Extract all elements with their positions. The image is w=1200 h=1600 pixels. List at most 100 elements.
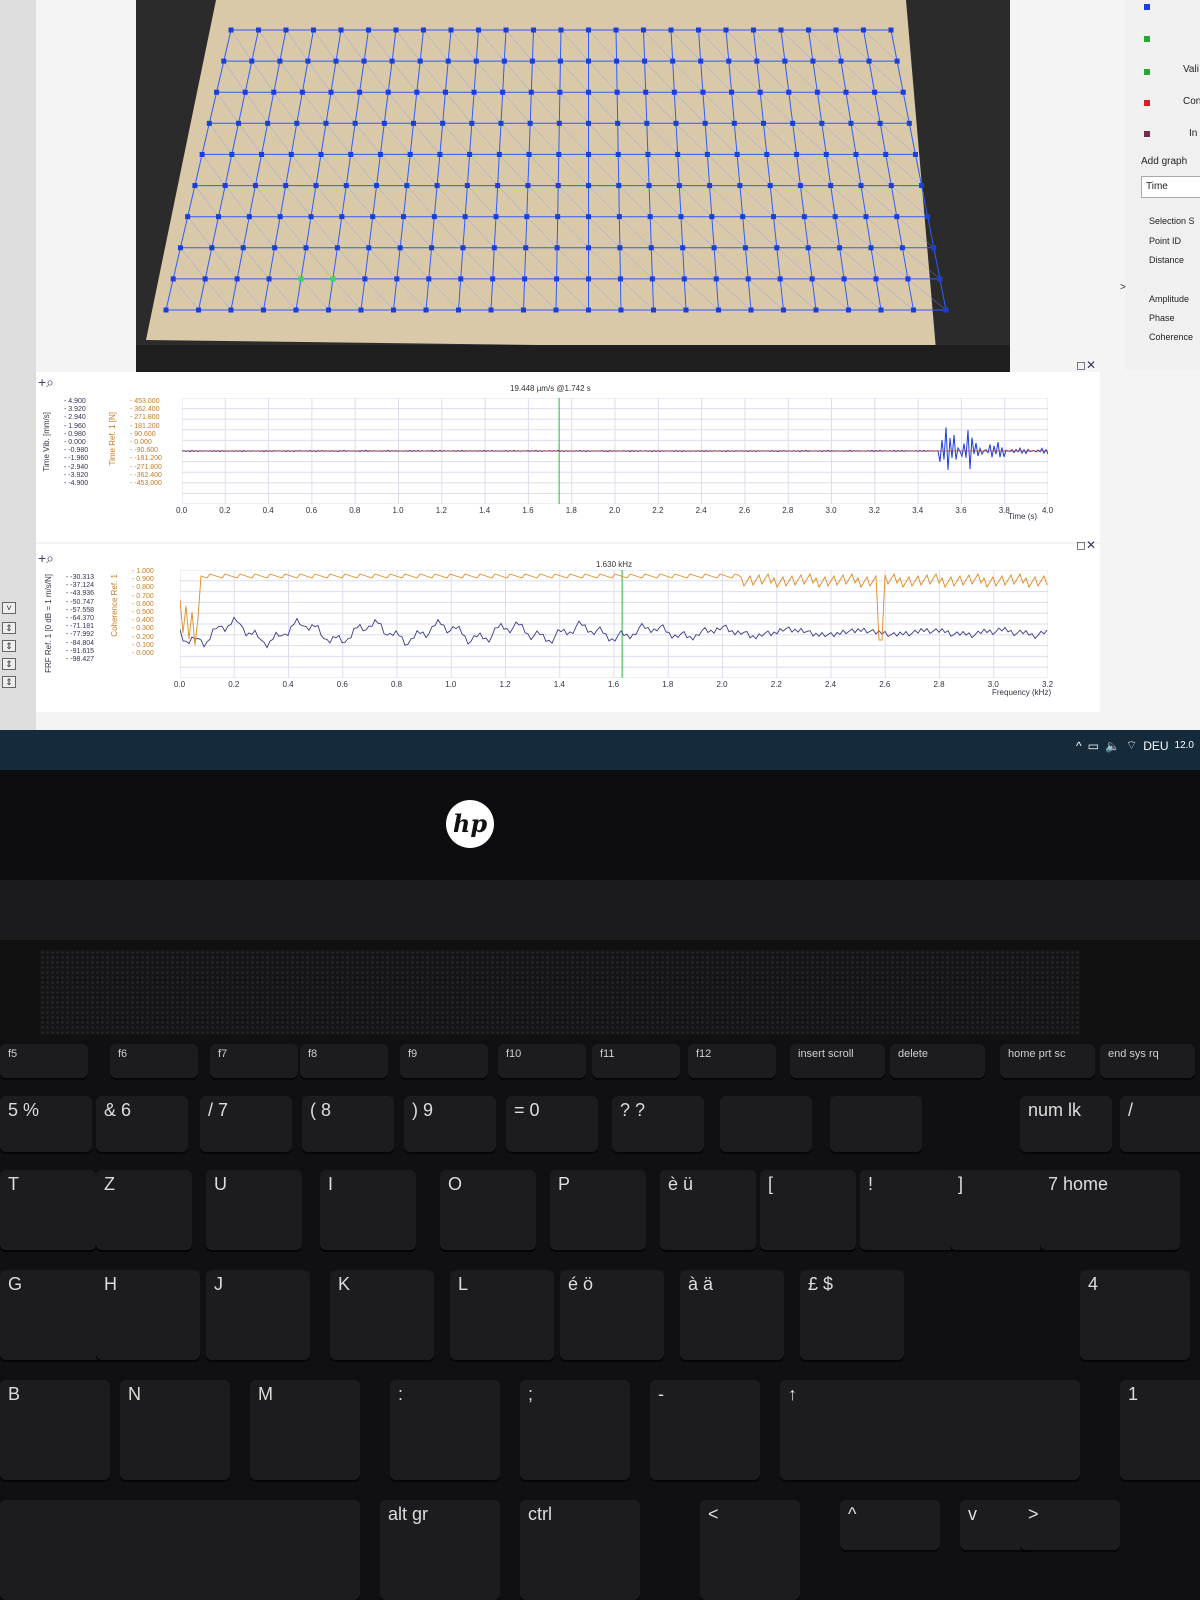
- key-number-row[interactable]: ) 9: [404, 1096, 496, 1152]
- key-bottom-row[interactable]: M: [250, 1380, 360, 1480]
- key-number-row[interactable]: num lk: [1020, 1096, 1112, 1152]
- sidebar-item-con[interactable]: Con: [1183, 96, 1200, 107]
- language-indicator[interactable]: DEU: [1143, 738, 1169, 753]
- volume-icon[interactable]: 🔈: [1104, 738, 1120, 753]
- key-end[interactable]: end sys rq: [1100, 1044, 1195, 1078]
- key-home[interactable]: home prt sc: [1000, 1044, 1095, 1078]
- expand-button-1[interactable]: ⇕: [2, 622, 16, 634]
- key-f6[interactable]: f6: [110, 1044, 198, 1078]
- key-number-row[interactable]: [830, 1096, 922, 1152]
- frf-plot[interactable]: [180, 570, 1048, 678]
- key-bottom-row[interactable]: B: [0, 1380, 110, 1480]
- key-number-row[interactable]: ? ?: [612, 1096, 704, 1152]
- key-modifier[interactable]: ctrl: [520, 1500, 640, 1600]
- key-bottom-row[interactable]: 1: [1120, 1380, 1200, 1480]
- key-number-row[interactable]: [720, 1096, 812, 1152]
- distance-option[interactable]: Distance: [1149, 255, 1185, 265]
- key-top-row[interactable]: [: [760, 1170, 856, 1250]
- key-modifier[interactable]: ^: [840, 1500, 940, 1550]
- panel-close-icon[interactable]: ◻✕: [1076, 358, 1097, 372]
- time-plot[interactable]: [182, 398, 1048, 504]
- grid-diagonal: [363, 60, 389, 93]
- key-number-row[interactable]: & 6: [96, 1096, 188, 1152]
- zoom-icon-2[interactable]: +⌕: [38, 550, 55, 566]
- camera-view[interactable]: [136, 0, 1010, 375]
- key-f11[interactable]: f11: [592, 1044, 680, 1078]
- key-top-row[interactable]: P: [550, 1170, 646, 1250]
- key-number-row[interactable]: ( 8: [302, 1096, 394, 1152]
- clock[interactable]: 12.0: [1174, 740, 1194, 751]
- key-f9[interactable]: f9: [400, 1044, 488, 1078]
- grid-diagonal: [307, 60, 332, 93]
- grid-diagonal: [865, 216, 903, 248]
- key-top-row[interactable]: Z: [96, 1170, 192, 1250]
- key-f10[interactable]: f10: [498, 1044, 586, 1078]
- scan-point: [906, 120, 912, 126]
- key-top-row[interactable]: I: [320, 1170, 416, 1250]
- grid-diagonal: [619, 216, 652, 248]
- scan-grid[interactable]: [136, 0, 1010, 375]
- key-top-row[interactable]: O: [440, 1170, 536, 1250]
- key-middle-row[interactable]: £ $: [800, 1270, 904, 1360]
- key-bottom-row[interactable]: N: [120, 1380, 230, 1480]
- sidebar-item-vali[interactable]: Vali: [1183, 64, 1199, 75]
- graph-type-select[interactable]: Time: [1141, 176, 1200, 198]
- sidebar-item-in[interactable]: In: [1189, 128, 1198, 139]
- zoom-icon[interactable]: +⌕: [38, 374, 55, 390]
- key-top-row[interactable]: !: [860, 1170, 956, 1250]
- key-top-row[interactable]: è ü: [660, 1170, 756, 1250]
- expand-button-4[interactable]: ⇕: [2, 676, 16, 688]
- key-middle-row[interactable]: G: [0, 1270, 104, 1360]
- key-f12[interactable]: f12: [688, 1044, 776, 1078]
- spacebar[interactable]: [0, 1500, 360, 1600]
- phase-option[interactable]: Phase: [1149, 313, 1175, 323]
- expand-button-3[interactable]: ⇕: [2, 658, 16, 670]
- amplitude-option[interactable]: Amplitude: [1149, 294, 1190, 304]
- sidebar-expand-icon[interactable]: >: [1120, 282, 1126, 293]
- collapse-button[interactable]: ˅: [2, 602, 16, 614]
- key-modifier[interactable]: <: [700, 1500, 800, 1600]
- key-delete[interactable]: delete: [890, 1044, 985, 1078]
- grid-diagonal: [258, 29, 281, 62]
- key-middle-row[interactable]: J: [206, 1270, 310, 1360]
- key-middle-row[interactable]: à ä: [680, 1270, 784, 1360]
- grid-diagonal: [725, 29, 757, 62]
- expand-button-2[interactable]: ⇕: [2, 640, 16, 652]
- key-number-row[interactable]: 5 %: [0, 1096, 92, 1152]
- key-insert[interactable]: insert scroll: [790, 1044, 885, 1078]
- key-modifier[interactable]: alt gr: [380, 1500, 500, 1600]
- scan-point: [305, 58, 311, 64]
- key-f7[interactable]: f7: [210, 1044, 298, 1078]
- key-bottom-row[interactable]: :: [390, 1380, 500, 1480]
- key-f5[interactable]: f5: [0, 1044, 88, 1078]
- key-modifier[interactable]: >: [1020, 1500, 1120, 1550]
- key-number-row[interactable]: / 7: [200, 1096, 292, 1152]
- legend-color-5: [1144, 131, 1150, 137]
- battery-icon[interactable]: ▭: [1087, 738, 1099, 753]
- key-top-row[interactable]: U: [206, 1170, 302, 1250]
- key-number-row[interactable]: = 0: [506, 1096, 598, 1152]
- key-bottom-row[interactable]: ;: [520, 1380, 630, 1480]
- tray-chevron-icon[interactable]: ^: [1075, 738, 1082, 753]
- key-middle-row[interactable]: L: [450, 1270, 554, 1360]
- key-number-row[interactable]: /: [1120, 1096, 1200, 1152]
- key-middle-row[interactable]: 4: [1080, 1270, 1190, 1360]
- key-f8[interactable]: f8: [300, 1044, 388, 1078]
- key-bottom-row[interactable]: ↑: [780, 1380, 1080, 1480]
- key-top-row[interactable]: T: [0, 1170, 96, 1250]
- key-middle-row[interactable]: K: [330, 1270, 434, 1360]
- scan-point: [794, 151, 800, 157]
- key-middle-row[interactable]: é ö: [560, 1270, 664, 1360]
- key-top-row[interactable]: 7 home: [1040, 1170, 1180, 1250]
- key-top-row[interactable]: ]: [950, 1170, 1046, 1250]
- point-id-option[interactable]: Point ID: [1149, 236, 1182, 246]
- wifi-icon[interactable]: ⌔: [1125, 738, 1138, 752]
- scan-point: [411, 120, 416, 126]
- grid-diagonal: [310, 216, 338, 248]
- panel-close-icon-2[interactable]: ◻✕: [1076, 538, 1097, 552]
- scan-point: [707, 183, 713, 189]
- grid-diagonal: [675, 123, 708, 155]
- key-bottom-row[interactable]: -: [650, 1380, 760, 1480]
- coherence-option[interactable]: Coherence: [1149, 332, 1194, 342]
- key-middle-row[interactable]: H: [96, 1270, 200, 1360]
